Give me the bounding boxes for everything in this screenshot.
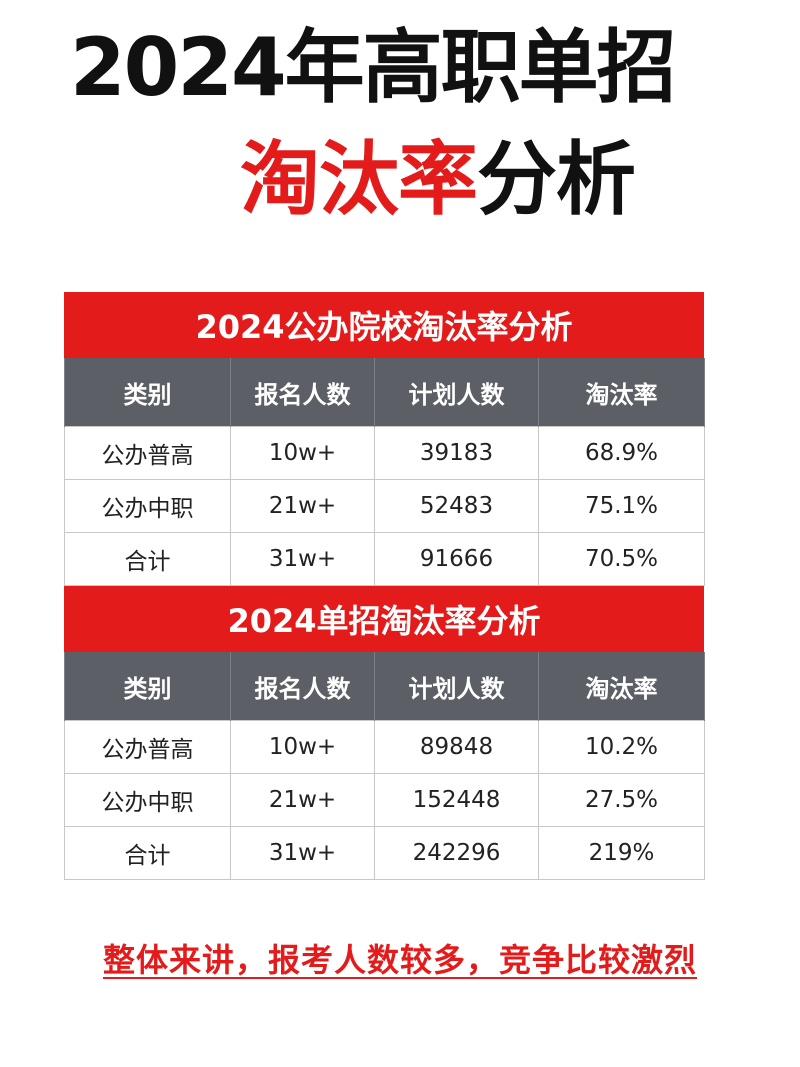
table-row: 公办中职 21w+ 52483 75.1% xyxy=(64,479,705,533)
cell-category: 公办中职 xyxy=(64,479,231,533)
subtitle-rest: 分析 xyxy=(477,133,636,226)
column-header-category: 类别 xyxy=(64,358,231,427)
cell-planned: 152448 xyxy=(374,773,539,827)
data-table: 类别 报名人数 计划人数 淘汰率 公办普高 10w+ 39183 68.9% 公… xyxy=(64,358,705,586)
table-row: 公办普高 10w+ 39183 68.9% xyxy=(64,426,705,480)
cell-planned: 89848 xyxy=(374,720,539,774)
column-header-planned: 计划人数 xyxy=(374,358,539,427)
cell-planned: 91666 xyxy=(374,532,539,586)
cell-planned: 52483 xyxy=(374,479,539,533)
cell-applicants: 10w+ xyxy=(230,426,375,480)
table-title: 2024单招淘汰率分析 xyxy=(64,586,704,652)
data-table: 类别 报名人数 计划人数 淘汰率 公办普高 10w+ 89848 10.2% 公… xyxy=(64,652,705,880)
cell-applicants: 31w+ xyxy=(230,532,375,586)
table-row: 公办中职 21w+ 152448 27.5% xyxy=(64,773,705,827)
table-row: 合计 31w+ 242296 219% xyxy=(64,826,705,880)
cell-category: 合计 xyxy=(64,826,231,880)
column-header-category: 类别 xyxy=(64,652,231,721)
public-college-table: 2024公办院校淘汰率分析 类别 报名人数 计划人数 淘汰率 公办普高 10w+… xyxy=(64,292,705,586)
cell-category: 公办中职 xyxy=(64,773,231,827)
subtitle-highlight: 淘汰率 xyxy=(240,133,478,226)
column-header-applicants: 报名人数 xyxy=(230,652,375,721)
cell-applicants: 10w+ xyxy=(230,720,375,774)
cell-category: 合计 xyxy=(64,532,231,586)
column-header-rate: 淘汰率 xyxy=(538,652,705,721)
table-row: 合计 31w+ 91666 70.5% xyxy=(64,532,705,586)
cell-planned: 242296 xyxy=(374,826,539,880)
column-header-planned: 计划人数 xyxy=(374,652,539,721)
cell-rate: 219% xyxy=(538,826,705,880)
cell-rate: 70.5% xyxy=(538,532,705,586)
page-title: 2024年高职单招 xyxy=(70,21,677,114)
cell-applicants: 31w+ xyxy=(230,826,375,880)
cell-rate: 10.2% xyxy=(538,720,705,774)
table-row: 公办普高 10w+ 89848 10.2% xyxy=(64,720,705,774)
single-enrollment-table: 2024单招淘汰率分析 类别 报名人数 计划人数 淘汰率 公办普高 10w+ 8… xyxy=(64,586,705,880)
page-subtitle: 淘汰率分析 xyxy=(240,140,636,220)
summary-note: 整体来讲，报考人数较多，竞争比较激烈 xyxy=(102,941,697,979)
cell-rate: 27.5% xyxy=(538,773,705,827)
table-header-row: 类别 报名人数 计划人数 淘汰率 xyxy=(64,652,705,721)
cell-applicants: 21w+ xyxy=(230,773,375,827)
cell-applicants: 21w+ xyxy=(230,479,375,533)
cell-rate: 68.9% xyxy=(538,426,705,480)
table-header-row: 类别 报名人数 计划人数 淘汰率 xyxy=(64,358,705,427)
cell-rate: 75.1% xyxy=(538,479,705,533)
cell-planned: 39183 xyxy=(374,426,539,480)
cell-category: 公办普高 xyxy=(64,426,231,480)
cell-category: 公办普高 xyxy=(64,720,231,774)
column-header-rate: 淘汰率 xyxy=(538,358,705,427)
column-header-applicants: 报名人数 xyxy=(230,358,375,427)
table-title: 2024公办院校淘汰率分析 xyxy=(64,292,704,358)
